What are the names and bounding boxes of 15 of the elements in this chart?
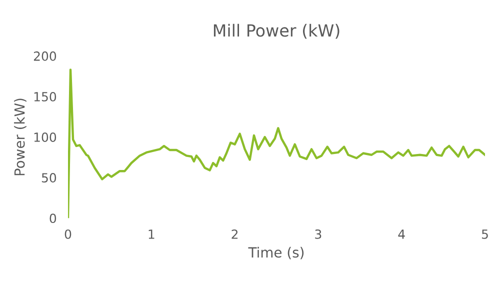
y-tick-label: 50 [42, 173, 56, 183]
y-tick-label: 150 [34, 92, 56, 102]
line-series [68, 68, 485, 218]
x-tick-label: 5 [482, 230, 488, 239]
y-tick-label: 200 [34, 51, 56, 61]
x-axis-title: Time (s) [248, 246, 304, 260]
x-tick-label: 3 [315, 229, 322, 239]
y-tick-label: 0 [50, 214, 56, 224]
y-tick-label: 100 [34, 132, 56, 142]
y-axis-title: Power (kW) [14, 98, 26, 176]
x-tick-label: 2 [232, 229, 238, 239]
x-tick-label: 4 [398, 230, 405, 239]
chart-title: Mill Power (kW) [214, 24, 340, 39]
x-tick-label: 0 [64, 229, 72, 239]
x-tick-label: 1 [148, 230, 154, 239]
